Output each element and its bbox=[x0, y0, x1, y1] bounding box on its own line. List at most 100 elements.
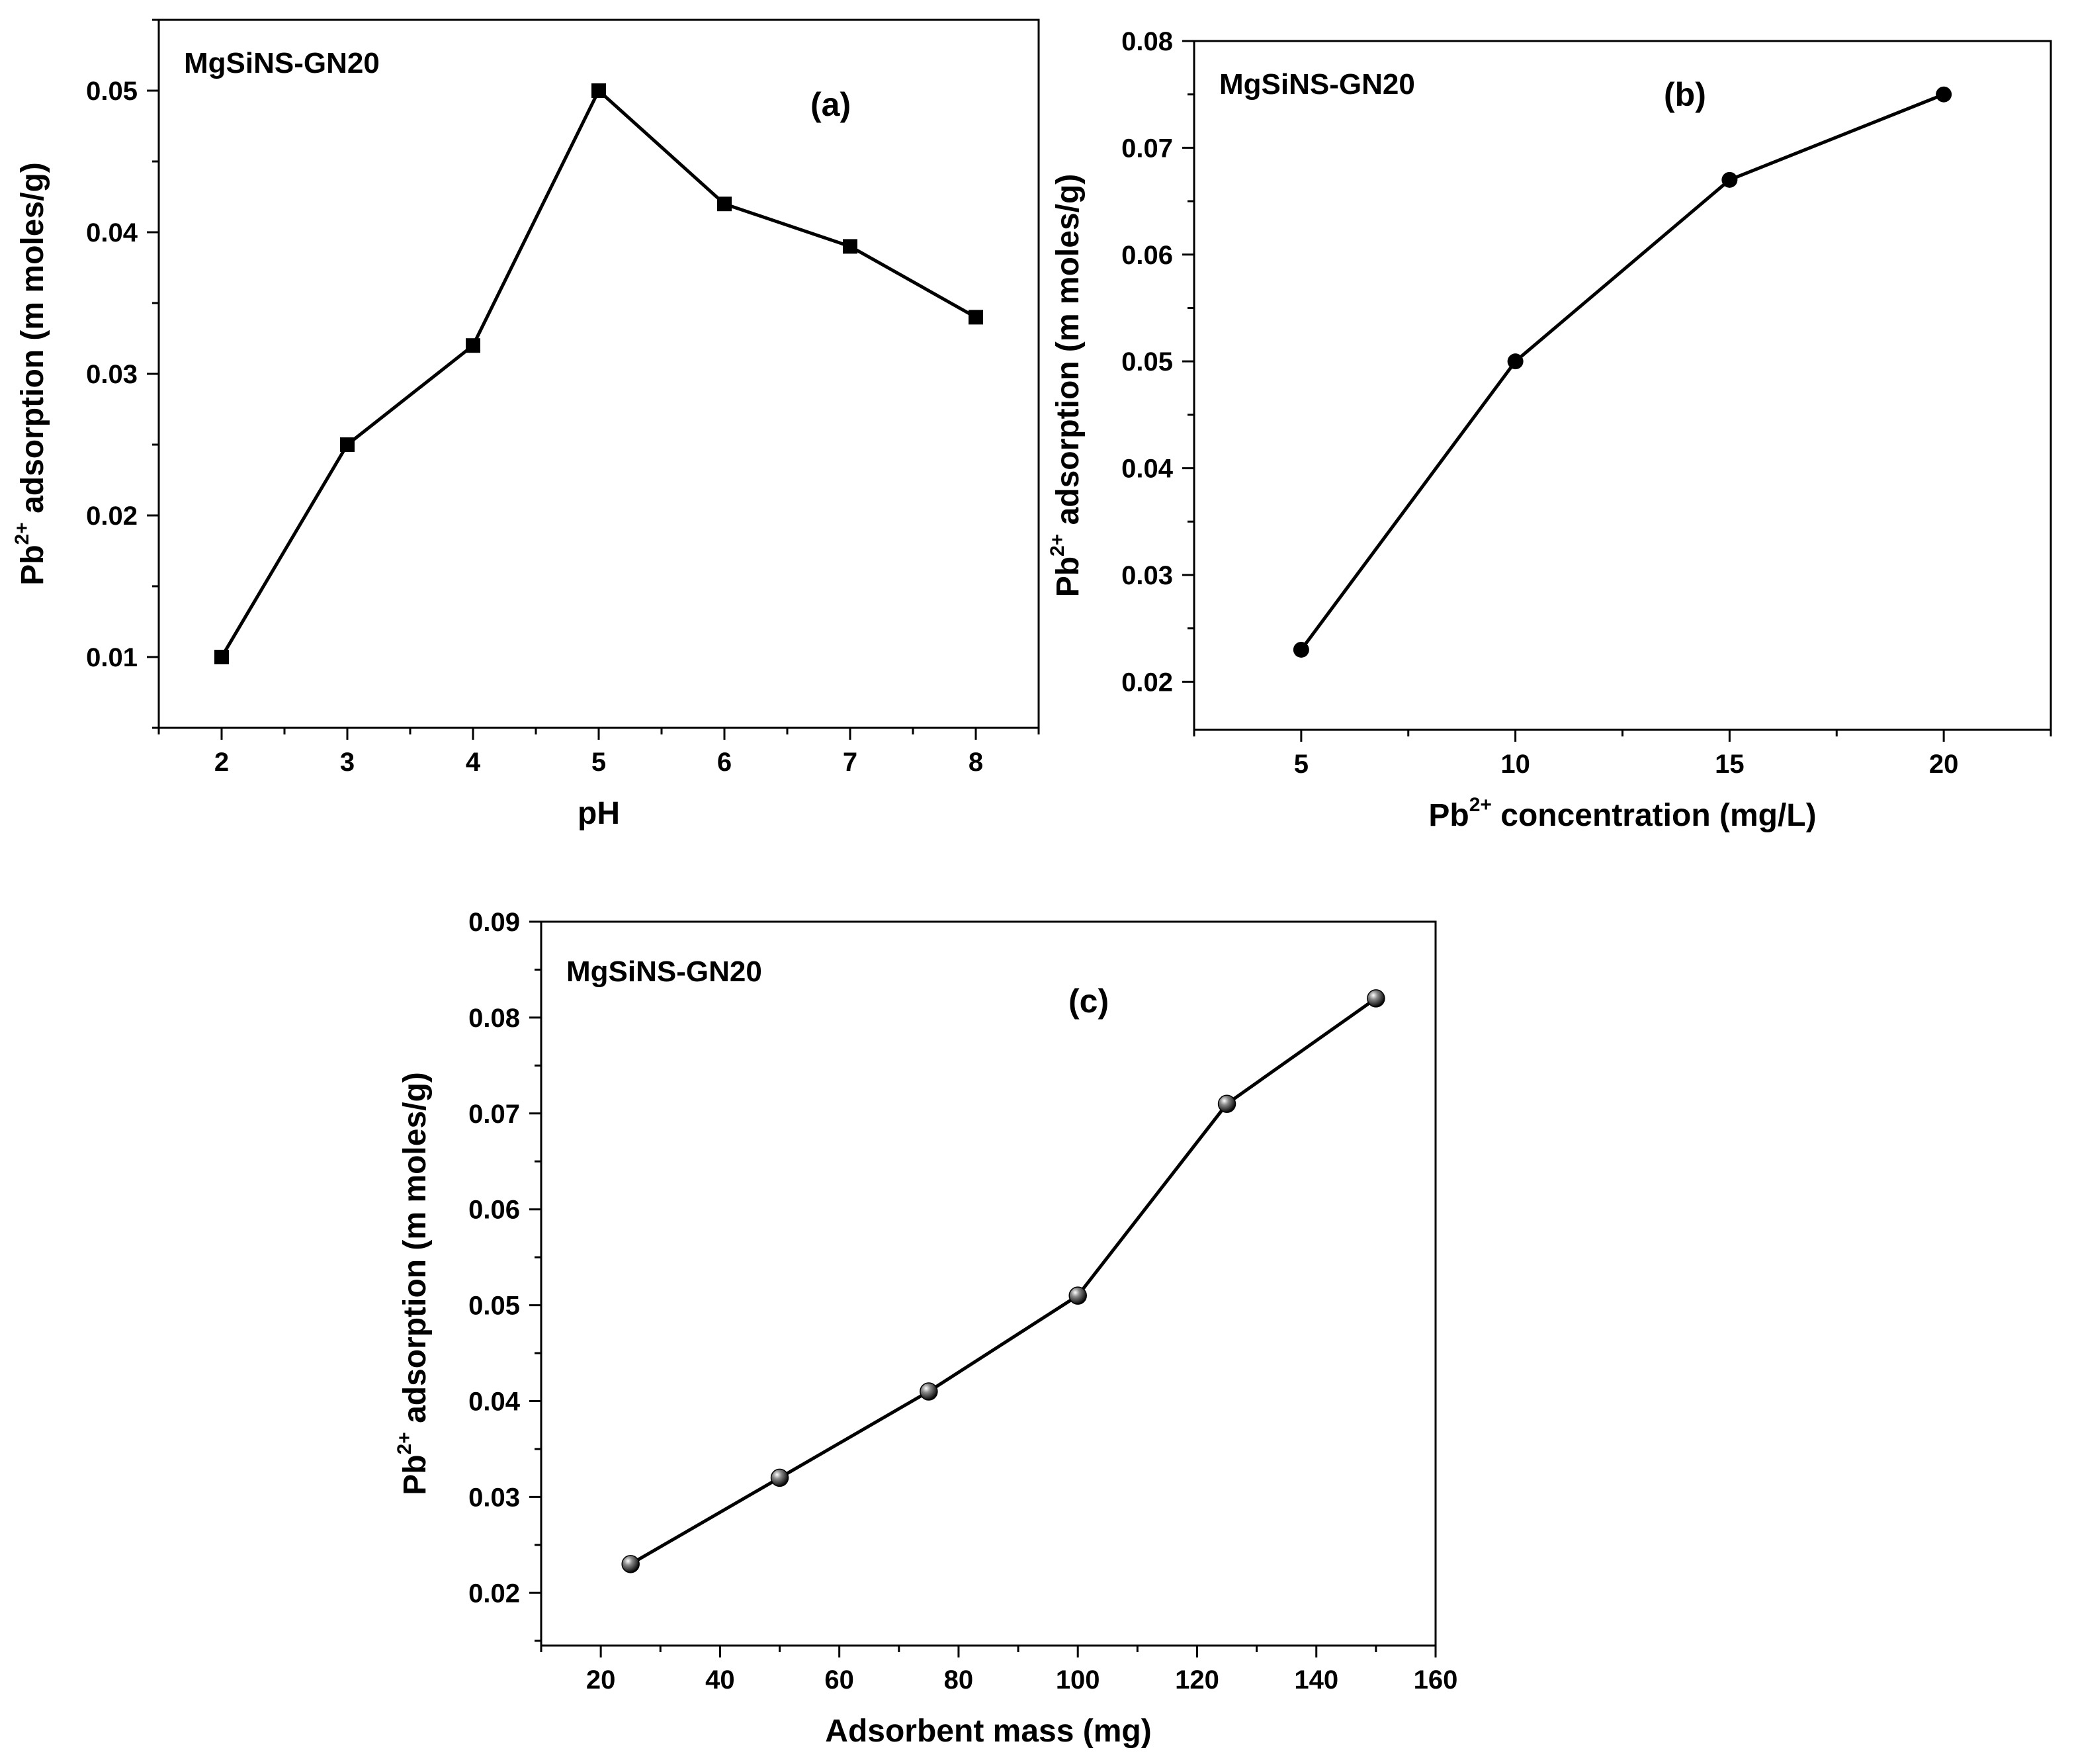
y-tick-label: 0.08 bbox=[1121, 27, 1173, 56]
x-tick-label: 140 bbox=[1294, 1665, 1338, 1695]
data-point bbox=[1068, 1286, 1087, 1305]
x-tick-label: 3 bbox=[340, 748, 355, 777]
y-tick-label: 0.04 bbox=[468, 1388, 521, 1417]
x-axis-title-b: Pb2+ concentration (mg/L) bbox=[1428, 794, 1816, 833]
y-tick-label: 0.07 bbox=[1121, 134, 1173, 163]
x-tick-label: 10 bbox=[1500, 750, 1530, 779]
x-tick-label: 120 bbox=[1175, 1665, 1219, 1695]
y-axis-title-c: Pb2+ adsorption (m moles/g) bbox=[394, 1072, 433, 1495]
axis-ticks-b bbox=[1182, 40, 2052, 742]
chart-panel-c: 20 40 60 80 100 120 140 160 0.020.030.040.050.0… bbox=[394, 908, 1457, 1749]
x-axis-title-suffix: concentration (mg/L) bbox=[1492, 798, 1817, 833]
data-point bbox=[920, 1382, 938, 1401]
sample-label-a: MgSiNS-GN20 bbox=[184, 47, 380, 79]
x-tick-label: 5 bbox=[591, 748, 606, 777]
x-tick-label: 4 bbox=[466, 748, 481, 777]
y-tick-label: 0.01 bbox=[86, 643, 138, 672]
panel-label-a: (a) bbox=[810, 86, 851, 123]
data-point bbox=[1293, 641, 1309, 658]
x-tick-label: 8 bbox=[969, 748, 983, 777]
y-tick-label: 0.03 bbox=[468, 1483, 520, 1512]
series-line-c bbox=[629, 996, 1377, 1566]
chart-panel-b: 5 10 15 20 0.02 0.03 0.04 0.05 0.06 0.07 0.08 MgS… bbox=[1047, 27, 2052, 833]
data-point bbox=[1936, 86, 1952, 103]
y-tick-label: 0.02 bbox=[1121, 668, 1173, 697]
y-tick-label: 0.04 bbox=[86, 218, 138, 247]
x-tick-label: 20 bbox=[1929, 750, 1959, 779]
y-tick-label: 0.05 bbox=[468, 1292, 520, 1321]
data-point bbox=[717, 197, 732, 212]
sample-label-b: MgSiNS-GN20 bbox=[1219, 68, 1415, 101]
axis-ticks-a bbox=[147, 19, 1040, 740]
y-tick-label: 0.09 bbox=[468, 908, 520, 937]
data-point bbox=[340, 437, 355, 452]
x-axis-title-superscript: 2+ bbox=[1469, 794, 1492, 816]
y-tick-label: 0.08 bbox=[468, 1004, 520, 1033]
y-axis-title-prefix: Pb bbox=[1051, 556, 1086, 597]
y-tick-label: 0.06 bbox=[468, 1196, 520, 1225]
x-tick-label: 100 bbox=[1056, 1665, 1100, 1695]
data-points-b bbox=[1293, 86, 1952, 658]
data-point bbox=[1507, 353, 1524, 370]
y-axis-title-a: Pb2+ adsorption (m moles/g) bbox=[11, 162, 50, 586]
x-tick-label: 15 bbox=[1715, 750, 1745, 779]
y-axis-title-superscript: 2+ bbox=[11, 522, 33, 545]
x-axis-title-a: pH bbox=[578, 796, 620, 831]
y-axis-title-suffix: adsorption (m moles/g) bbox=[398, 1072, 433, 1432]
y-axis-title-suffix: adsorption (m moles/g) bbox=[1051, 174, 1086, 534]
data-points-c bbox=[621, 989, 1385, 1573]
y-tick-labels-b: 0.02 0.03 0.04 0.05 0.06 0.07 0.08 bbox=[1121, 27, 1174, 697]
y-axis-title-superscript: 2+ bbox=[394, 1432, 415, 1454]
data-point bbox=[214, 650, 229, 664]
y-tick-label: 0.03 bbox=[86, 360, 138, 389]
x-tick-label: 40 bbox=[705, 1665, 735, 1695]
y-tick-label: 0.05 bbox=[1121, 347, 1173, 376]
y-tick-label: 0.03 bbox=[1121, 561, 1173, 590]
panel-label-c: (c) bbox=[1068, 983, 1109, 1020]
data-points-a bbox=[214, 83, 983, 664]
sample-label-c: MgSiNS-GN20 bbox=[566, 955, 762, 988]
x-tick-label: 80 bbox=[944, 1665, 974, 1695]
y-axis-title-suffix: adsorption (m moles/g) bbox=[15, 162, 50, 522]
y-tick-label: 0.07 bbox=[468, 1100, 520, 1129]
y-tick-labels-a: 0.01 0.02 0.03 0.04 0.05 bbox=[86, 77, 138, 672]
x-axis-title-prefix: Pb bbox=[1428, 798, 1469, 833]
plot-frame-b bbox=[1193, 40, 2052, 731]
axis-ticks-c bbox=[529, 920, 1437, 1657]
data-point bbox=[770, 1468, 789, 1487]
chart-panel-a: 2 3 4 5 6 7 8 0.01 0.02 0.03 0.04 0.05 MgSiNS-GN20… bbox=[11, 19, 1040, 831]
y-axis-title-b: Pb2+ adsorption (m moles/g) bbox=[1047, 174, 1086, 597]
x-tick-label: 5 bbox=[1294, 750, 1309, 779]
data-point bbox=[843, 239, 857, 254]
y-tick-label: 0.02 bbox=[86, 502, 138, 531]
x-tick-labels-b: 5 10 15 20 bbox=[1294, 750, 1959, 779]
y-axis-title-superscript: 2+ bbox=[1047, 534, 1068, 556]
x-tick-label: 6 bbox=[717, 748, 732, 777]
x-tick-label: 160 bbox=[1414, 1665, 1458, 1695]
panel-label-b: (b) bbox=[1664, 76, 1706, 113]
data-point bbox=[591, 83, 606, 98]
series-line-b bbox=[1299, 93, 1945, 651]
plot-frame-c bbox=[540, 920, 1437, 1647]
data-point bbox=[466, 338, 480, 353]
y-tick-label: 0.05 bbox=[86, 77, 138, 106]
plot-frame-a bbox=[157, 19, 1040, 729]
x-tick-labels-c: 20 40 60 80 100 120 140 160 bbox=[586, 1665, 1457, 1695]
data-point bbox=[621, 1555, 640, 1573]
y-tick-label: 0.02 bbox=[468, 1579, 520, 1608]
y-axis-title-prefix: Pb bbox=[15, 545, 50, 585]
data-point bbox=[1367, 989, 1385, 1008]
data-point bbox=[1721, 171, 1738, 188]
y-tick-labels-c: 0.02 0.03 0.04 0.05 0.06 0.07 0.08 0.09 bbox=[468, 908, 521, 1608]
y-axis-title-prefix: Pb bbox=[398, 1454, 433, 1495]
data-point bbox=[1217, 1094, 1236, 1114]
y-tick-label: 0.06 bbox=[1121, 241, 1173, 270]
x-tick-label: 20 bbox=[586, 1665, 616, 1695]
x-tick-labels-a: 2 3 4 5 6 7 8 bbox=[214, 748, 983, 777]
x-tick-label: 7 bbox=[843, 748, 857, 777]
x-tick-label: 2 bbox=[214, 748, 229, 777]
data-point bbox=[969, 310, 983, 325]
series-line-a bbox=[220, 89, 977, 658]
x-axis-title-c: Adsorbent mass (mg) bbox=[825, 1714, 1151, 1749]
